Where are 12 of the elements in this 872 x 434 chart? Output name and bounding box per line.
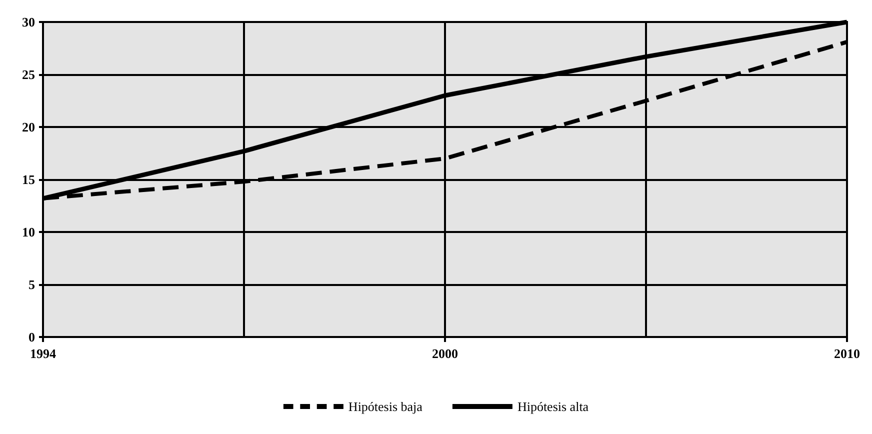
legend-label: Hipótesis baja [348,399,423,414]
x-tick-label: 2010 [834,346,860,361]
legend-label: Hipótesis alta [517,399,589,414]
y-tick-label: 20 [22,120,35,134]
y-tick-label: 15 [22,172,36,187]
x-tick-label: 2000 [432,346,458,361]
y-tick-label: 5 [28,277,36,292]
y-tick-label: 25 [22,67,36,82]
y-tick-label: 10 [22,224,35,240]
y-tick-label: 0 [28,330,35,344]
y-tick-label: 30 [22,14,35,30]
x-tick-label: 1994 [30,346,56,361]
